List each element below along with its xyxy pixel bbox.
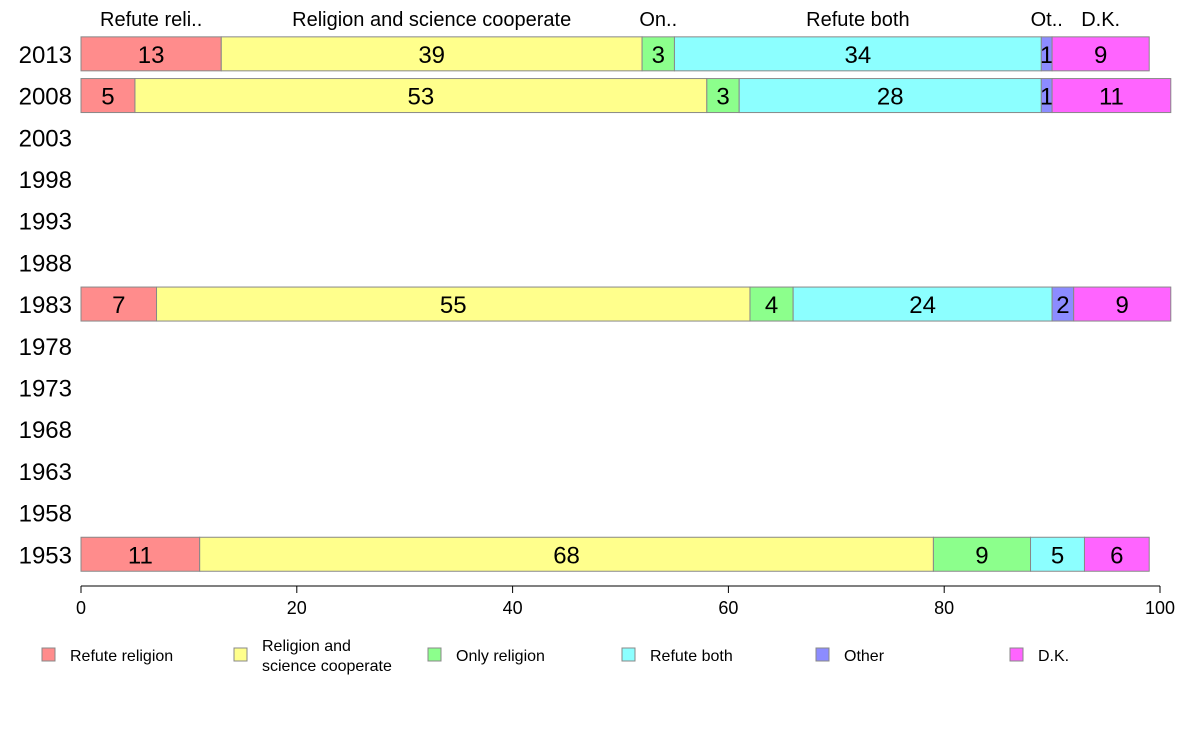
legend-label-1: science cooperate bbox=[262, 658, 392, 675]
legend-label-1: Religion and bbox=[262, 638, 351, 655]
data-label-2013-d-k-: 9 bbox=[1094, 42, 1107, 69]
legend-label-0: Refute religion bbox=[70, 648, 173, 665]
top-label-4: Ot.. bbox=[1031, 9, 1063, 31]
data-label-2013-only-religion: 3 bbox=[652, 42, 665, 69]
bar-2008-d-k- bbox=[1051, 78, 1172, 114]
data-label-2008-refute-religion: 5 bbox=[101, 84, 114, 111]
bars: 13 39 3 34 1 95 53 3 28 1 117 55 4 24 2 911 68 9 5 6 bbox=[80, 36, 1172, 572]
legend-swatch-4 bbox=[815, 647, 830, 662]
data-label-1953-only-religion: 9 bbox=[975, 542, 988, 569]
top-label-1: Religion and science cooperate bbox=[292, 9, 571, 31]
legend-label-3: Refute both bbox=[650, 648, 733, 665]
legend-swatch-0 bbox=[41, 647, 56, 662]
bar-1953-religion-and-science-cooperate bbox=[199, 536, 934, 572]
bar-1953-d-k- bbox=[1083, 536, 1150, 572]
bar-2008-religion-and-science-cooperate bbox=[134, 78, 708, 114]
bar-2013-d-k- bbox=[1051, 36, 1150, 72]
x-tick-label-0: 0 bbox=[76, 598, 86, 618]
data-label-1983-refute-both: 24 bbox=[909, 292, 936, 319]
bar-1953-refute-both bbox=[1030, 536, 1085, 572]
x-tick-label-20: 20 bbox=[287, 598, 307, 618]
bar-2008-refute-religion bbox=[80, 78, 136, 114]
data-label-2013-other: 1 bbox=[1040, 42, 1053, 69]
data-label-2013-refute-religion: 13 bbox=[138, 42, 165, 69]
data-label-1953-d-k-: 6 bbox=[1110, 542, 1123, 569]
legend-label-5: D.K. bbox=[1038, 648, 1069, 665]
year-label-2003: 2003 bbox=[19, 125, 72, 152]
data-label-2013-refute-both: 34 bbox=[845, 42, 872, 69]
x-tick-label-100: 100 bbox=[1145, 598, 1175, 618]
top-label-5: D.K. bbox=[1081, 9, 1120, 31]
bar-2013-only-religion bbox=[641, 36, 675, 72]
x-tick-label-40: 40 bbox=[503, 598, 523, 618]
x-axis: 0 20 40 60 80 100 bbox=[76, 585, 1175, 618]
bar-1983-d-k- bbox=[1073, 286, 1172, 322]
data-label-2008-refute-both: 28 bbox=[877, 84, 904, 111]
x-tick-label-60: 60 bbox=[718, 598, 738, 618]
data-label-2008-only-religion: 3 bbox=[716, 84, 729, 111]
data-label-1953-religion-and-science-cooperate: 68 bbox=[553, 542, 580, 569]
data-label-2008-religion-and-science-cooperate: 53 bbox=[408, 84, 435, 111]
bar-1983-only-religion bbox=[749, 286, 794, 322]
data-label-1983-only-religion: 4 bbox=[765, 292, 778, 319]
data-label-2008-other: 1 bbox=[1040, 84, 1053, 111]
legend-swatch-2 bbox=[427, 647, 442, 662]
bar-1983-religion-and-science-cooperate bbox=[156, 286, 751, 322]
data-label-1953-refute-religion: 11 bbox=[128, 542, 153, 569]
legend-label-4: Other bbox=[844, 648, 885, 665]
data-label-1953-refute-both: 5 bbox=[1051, 542, 1064, 569]
year-label-1953: 1953 bbox=[19, 542, 72, 569]
category-top-labels: Refute reli.. Religion and science cooper… bbox=[100, 9, 1120, 31]
year-label-1983: 1983 bbox=[19, 292, 72, 319]
bar-1983-refute-religion bbox=[80, 286, 158, 322]
bar-2013-refute-both bbox=[673, 36, 1042, 72]
data-label-1983-d-k-: 9 bbox=[1116, 292, 1129, 319]
legend-swatch-1 bbox=[233, 647, 248, 662]
year-label-1988: 1988 bbox=[19, 250, 72, 277]
top-label-2: On.. bbox=[639, 9, 677, 31]
year-labels: 2013 2008 2003 1998 1993 1988 1983 1978 1973 1968… bbox=[19, 42, 72, 569]
top-label-3: Refute both bbox=[806, 9, 909, 31]
bar-2013-religion-and-science-cooperate bbox=[220, 36, 643, 72]
top-label-0: Refute reli.. bbox=[100, 9, 202, 31]
legend-swatch-3 bbox=[621, 647, 636, 662]
year-label-1993: 1993 bbox=[19, 209, 72, 236]
bar-1983-refute-both bbox=[792, 286, 1053, 322]
legend: Refute religion Religion and science coope… bbox=[41, 638, 1069, 675]
data-label-1983-religion-and-science-cooperate: 55 bbox=[440, 292, 467, 319]
bar-1953-refute-religion bbox=[80, 536, 201, 572]
year-label-1978: 1978 bbox=[19, 334, 72, 361]
year-label-1968: 1968 bbox=[19, 417, 72, 444]
year-label-2013: 2013 bbox=[19, 42, 72, 69]
data-label-1983-refute-religion: 7 bbox=[112, 292, 125, 319]
year-label-2008: 2008 bbox=[19, 84, 72, 111]
legend-swatch-5 bbox=[1009, 647, 1024, 662]
bar-2013-refute-religion bbox=[80, 36, 222, 72]
legend-label-2: Only religion bbox=[456, 648, 545, 665]
data-label-2008-d-k-: 11 bbox=[1099, 84, 1124, 111]
year-label-1973: 1973 bbox=[19, 375, 72, 402]
x-tick-label-80: 80 bbox=[934, 598, 954, 618]
year-label-1963: 1963 bbox=[19, 459, 72, 486]
data-label-2013-religion-and-science-cooperate: 39 bbox=[418, 42, 445, 69]
year-label-1998: 1998 bbox=[19, 167, 72, 194]
bar-2008-refute-both bbox=[738, 78, 1042, 114]
data-label-1983-other: 2 bbox=[1056, 292, 1069, 319]
bar-2008-only-religion bbox=[706, 78, 740, 114]
year-label-1958: 1958 bbox=[19, 501, 72, 528]
